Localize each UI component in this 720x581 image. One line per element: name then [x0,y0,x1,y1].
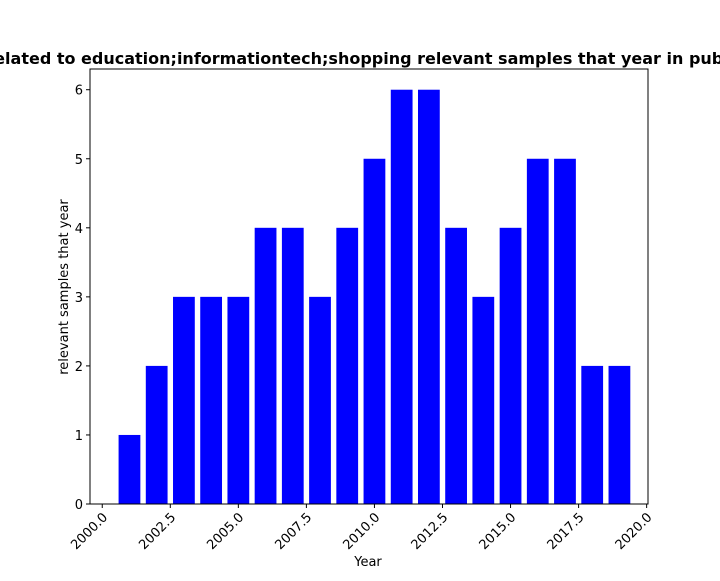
y-tick-label: 0 [75,498,83,513]
y-tick-label: 3 [75,291,83,306]
bar-2004 [200,296,223,504]
bar-2001 [118,434,141,504]
x-axis-ticks: 2000.0 2002.5 2005.0 2007.5 2010.0 2012.5 2015… [68,504,655,553]
x-tick-label: 2017.5 [545,510,588,553]
bar-2019 [608,365,631,504]
x-tick-label: 2005.0 [204,510,247,553]
y-tick-label: 2 [75,360,83,375]
bar-2006 [254,227,277,505]
x-axis-label: Year [353,555,382,570]
bar-2005 [227,296,250,504]
x-tick-label: 2015.0 [477,510,520,553]
x-tick-label: 2007.5 [272,510,315,553]
x-tick-label: 2020.0 [613,510,656,553]
bar-2013 [445,227,467,505]
y-axis-label: relevant samples that year [57,199,72,375]
y-tick-label: 6 [75,84,83,99]
y-tick-label: 1 [75,429,83,444]
y-tick-label: 5 [75,153,83,168]
bar-2003 [173,296,195,504]
bar-2010 [363,158,386,504]
bar-2017 [554,158,576,504]
bar-2002 [145,365,168,504]
x-tick-label: 2012.5 [409,510,452,553]
bar-2007 [281,227,304,505]
chart-title: Trends related to education;informationt… [0,49,720,68]
bar-2011 [390,89,413,504]
x-tick-label: 2002.5 [136,510,179,553]
bar-2015 [499,227,522,505]
bar-2008 [309,296,331,504]
y-axis-ticks: 0 1 2 3 4 5 6 [75,84,90,513]
x-tick-label: 2000.0 [68,510,111,553]
y-tick-label: 4 [75,222,83,237]
bar-2009 [336,227,359,505]
plot-frame [89,68,649,505]
bars-group [118,89,631,505]
x-tick-label: 2010.0 [340,510,383,553]
bar-2014 [472,296,495,504]
bar-2018 [581,365,604,504]
bar-2016 [526,158,549,504]
bar-2012 [417,89,440,504]
